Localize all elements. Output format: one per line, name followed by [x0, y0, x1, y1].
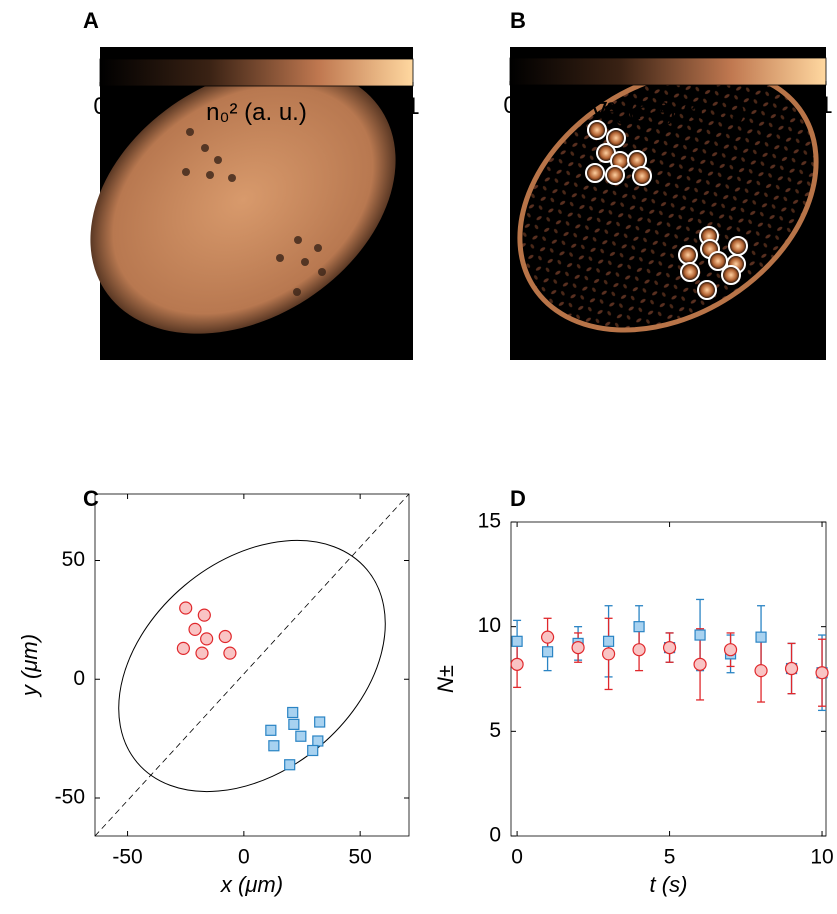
- panel-letter: D: [510, 486, 526, 511]
- y-tick-label: 10: [478, 614, 501, 637]
- colorbar-tick-label: 1: [819, 92, 832, 119]
- x-tick-label: 50: [348, 846, 371, 869]
- y-tick-label: -50: [55, 786, 85, 809]
- panel-a-image: [90, 47, 413, 360]
- square-marker: [268, 740, 280, 752]
- circle-marker: [218, 629, 232, 644]
- x-tick-label: -50: [112, 846, 142, 869]
- circle-marker: [754, 664, 768, 678]
- y-tick-label: 0: [489, 824, 501, 847]
- y-tick-label: 50: [62, 548, 85, 571]
- x-tick-label: 0: [511, 846, 523, 869]
- circle-marker: [176, 641, 190, 655]
- diagonal: [94, 493, 410, 837]
- circle-marker: [815, 666, 829, 680]
- circle-marker: [662, 640, 677, 655]
- circle-marker: [632, 643, 646, 657]
- y-tick-label: 5: [489, 719, 501, 742]
- square-marker: [602, 635, 615, 647]
- circle-marker: [510, 657, 524, 671]
- square-marker: [633, 621, 645, 633]
- x-tick-label: 5: [664, 846, 676, 869]
- colorbar-tick-label: 0: [93, 93, 106, 120]
- plot-frame: [510, 521, 827, 837]
- square-marker: [265, 724, 277, 736]
- circle-marker: [723, 643, 738, 657]
- square-marker: [314, 716, 326, 728]
- colorbar: [99, 58, 414, 87]
- circle-marker: [223, 646, 237, 660]
- colorbar-tick-label: 1: [406, 93, 419, 120]
- square-marker: [284, 759, 296, 771]
- panel-letter: C: [83, 486, 99, 511]
- circle-marker: [784, 661, 799, 676]
- circle-marker: [195, 646, 209, 660]
- y-axis-label: y (μm): [17, 634, 42, 698]
- square-marker: [288, 718, 300, 730]
- circle-marker: [601, 647, 616, 661]
- circle-marker: [188, 622, 202, 636]
- square-marker: [312, 735, 324, 747]
- circle-marker: [200, 632, 214, 646]
- x-tick-label: 0: [238, 846, 250, 869]
- panel-c-ellipse: [118, 539, 386, 793]
- circle-marker: [571, 640, 585, 655]
- y-tick-label: 15: [478, 510, 501, 533]
- colorbar: [509, 57, 827, 86]
- circle-marker: [540, 630, 555, 644]
- square-marker: [511, 635, 523, 647]
- panel-b-image: [510, 47, 826, 360]
- colorbar-tick-label: 0: [503, 92, 516, 119]
- colorbar-label: ∇²g(n₀²) (a. u.): [590, 98, 745, 125]
- square-marker: [307, 744, 319, 757]
- plot-frame: [94, 493, 410, 837]
- circle-marker: [693, 657, 707, 671]
- y-axis-label: N±: [433, 665, 458, 693]
- circle-marker: [179, 601, 193, 615]
- y-tick-label: 0: [73, 667, 85, 690]
- x-tick-label: 10: [810, 846, 833, 869]
- square-marker: [295, 730, 307, 742]
- colorbar-label: n₀² (a. u.): [206, 99, 307, 126]
- panel-letter: B: [510, 8, 526, 33]
- square-marker: [287, 706, 299, 719]
- square-marker: [541, 646, 554, 658]
- square-marker: [755, 631, 767, 643]
- circle-marker: [197, 608, 211, 622]
- x-axis-label: x (μm): [220, 872, 283, 897]
- square-marker: [694, 629, 706, 641]
- x-axis-label: t (s): [650, 872, 688, 897]
- panel-letter: A: [83, 8, 99, 33]
